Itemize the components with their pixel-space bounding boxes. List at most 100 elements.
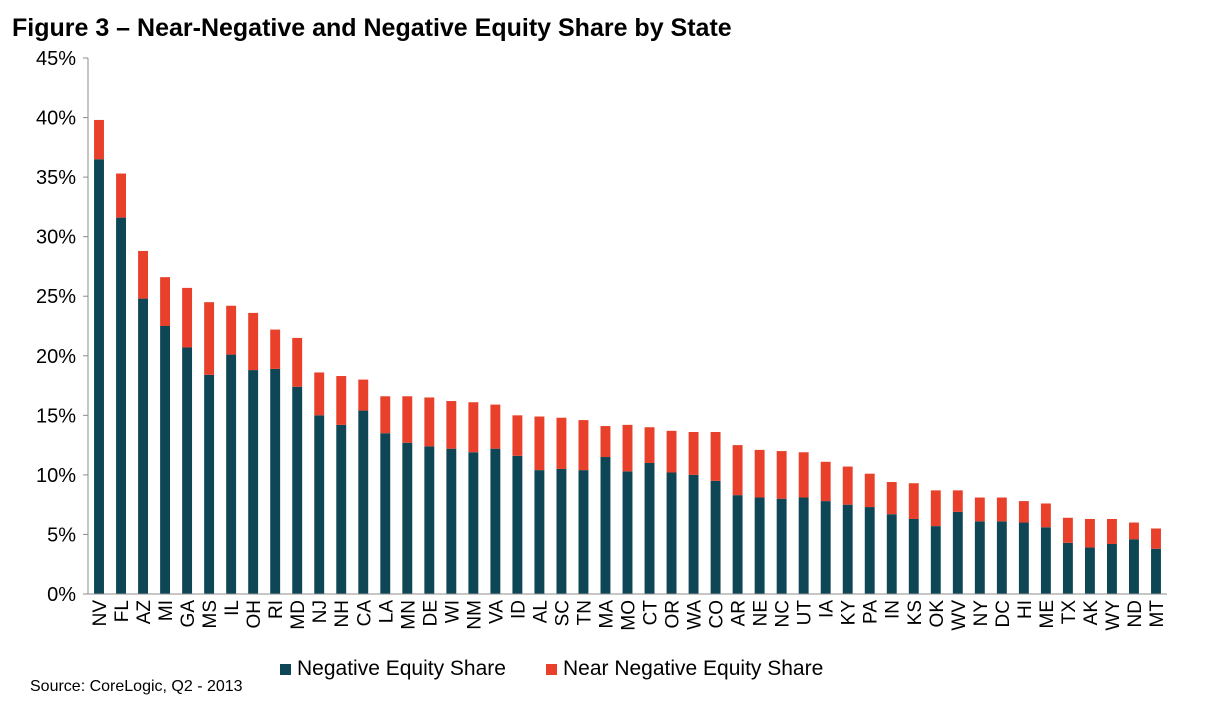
bar-near-negative-wy bbox=[1106, 518, 1117, 544]
legend-swatch-near-negative bbox=[545, 663, 557, 675]
x-tick-label-ma: MA bbox=[596, 600, 617, 629]
bar-negative-ny bbox=[974, 521, 985, 594]
bar-near-negative-ut bbox=[798, 452, 809, 498]
bars-group bbox=[94, 119, 1161, 595]
bar-near-negative-ia bbox=[820, 461, 831, 502]
bar-negative-me bbox=[1040, 527, 1051, 594]
bar-near-negative-mn bbox=[402, 396, 413, 443]
bar-near-negative-il bbox=[226, 305, 237, 355]
bar-near-negative-nc bbox=[776, 451, 787, 499]
bar-near-negative-sc bbox=[556, 417, 567, 469]
bar-negative-ok bbox=[930, 526, 941, 594]
bar-near-negative-ak bbox=[1084, 518, 1095, 548]
bar-negative-mn bbox=[402, 442, 413, 594]
y-tick-label: 15% bbox=[36, 405, 76, 427]
bar-negative-la bbox=[380, 433, 391, 594]
bar-negative-or bbox=[666, 472, 677, 594]
y-tick-label: 40% bbox=[36, 108, 76, 130]
bar-negative-ca bbox=[358, 410, 369, 594]
bar-near-negative-wa bbox=[688, 432, 699, 475]
bar-negative-fl bbox=[116, 217, 126, 595]
bar-negative-ia bbox=[820, 501, 831, 594]
bar-negative-wi bbox=[446, 448, 457, 594]
bar-negative-ak bbox=[1084, 547, 1095, 594]
bar-near-negative-hi bbox=[1018, 501, 1029, 523]
bar-near-negative-nj bbox=[314, 372, 325, 416]
bar-negative-nc bbox=[776, 498, 787, 594]
bar-negative-pa bbox=[864, 507, 875, 594]
bar-near-negative-mo bbox=[622, 424, 633, 472]
y-tick-label: 0% bbox=[47, 584, 76, 606]
bar-near-negative-ca bbox=[358, 379, 369, 411]
bar-near-negative-nd bbox=[1129, 522, 1139, 540]
bar-negative-nm bbox=[468, 452, 479, 594]
bar-negative-ne bbox=[754, 497, 765, 594]
x-tick-label-ut: UT bbox=[795, 600, 816, 626]
x-tick-label-ne: NE bbox=[751, 600, 772, 626]
source-note: Source: CoreLogic, Q2 - 2013 bbox=[30, 678, 243, 695]
bar-negative-ri bbox=[270, 368, 281, 594]
bar-negative-dc bbox=[996, 521, 1007, 594]
bar-negative-wy bbox=[1106, 543, 1117, 594]
y-tick-label: 25% bbox=[36, 286, 76, 308]
bar-near-negative-tx bbox=[1062, 517, 1073, 543]
bar-near-negative-oh bbox=[248, 312, 259, 371]
x-tick-label-co: CO bbox=[707, 600, 728, 629]
x-tick-label-ri: RI bbox=[266, 600, 287, 619]
bar-near-negative-nm bbox=[468, 402, 479, 453]
bar-near-negative-va bbox=[490, 404, 501, 449]
x-tick-label-il: IL bbox=[222, 600, 243, 616]
bar-near-negative-nv bbox=[94, 119, 104, 160]
legend: Negative Equity Share Near Negative Equi… bbox=[280, 657, 863, 681]
x-tick-label-ga: GA bbox=[178, 600, 199, 628]
bar-near-negative-ks bbox=[908, 483, 919, 519]
x-tick-label-oh: OH bbox=[244, 600, 265, 629]
bar-near-negative-ne bbox=[754, 449, 765, 498]
bar-near-negative-mt bbox=[1151, 528, 1161, 549]
x-tick-label-mo: MO bbox=[619, 600, 640, 631]
bar-negative-ut bbox=[798, 497, 809, 594]
bar-negative-mo bbox=[622, 471, 633, 594]
bar-negative-id bbox=[512, 455, 523, 594]
y-tick-label: 10% bbox=[36, 465, 76, 487]
bar-negative-ms bbox=[204, 374, 215, 594]
x-tick-label-ca: CA bbox=[354, 600, 375, 627]
bar-negative-sc bbox=[556, 468, 567, 594]
bar-near-negative-or bbox=[666, 430, 677, 473]
bar-near-negative-nh bbox=[336, 376, 347, 425]
x-tick-label-mi: MI bbox=[156, 600, 177, 621]
bar-near-negative-ct bbox=[644, 427, 655, 463]
x-tick-label-tx: TX bbox=[1059, 600, 1080, 625]
x-tick-label-id: ID bbox=[508, 600, 529, 619]
x-tick-label-mn: MN bbox=[398, 600, 419, 630]
bar-near-negative-wi bbox=[446, 401, 457, 449]
bar-negative-nv bbox=[94, 159, 104, 595]
x-tick-label-ct: CT bbox=[641, 600, 662, 626]
bar-negative-nj bbox=[314, 415, 325, 594]
x-tick-label-va: VA bbox=[486, 600, 507, 624]
y-tick-label: 20% bbox=[36, 346, 76, 368]
x-tick-label-md: MD bbox=[288, 600, 309, 630]
bar-negative-tx bbox=[1062, 542, 1073, 594]
bar-near-negative-wv bbox=[952, 490, 963, 512]
bar-negative-va bbox=[490, 448, 501, 594]
bar-near-negative-tn bbox=[578, 420, 589, 471]
bar-near-negative-id bbox=[512, 415, 523, 456]
bar-near-negative-ga bbox=[182, 287, 193, 348]
bar-near-negative-ok bbox=[930, 490, 941, 527]
x-tick-label-in: IN bbox=[883, 600, 904, 619]
x-tick-label-ak: AK bbox=[1081, 600, 1102, 626]
bar-near-negative-al bbox=[534, 416, 545, 471]
legend-label-negative: Negative Equity Share bbox=[297, 657, 506, 680]
legend-label-near-negative: Near Negative Equity Share bbox=[562, 657, 824, 680]
bar-negative-ky bbox=[842, 504, 853, 594]
x-tick-label-la: LA bbox=[376, 600, 397, 624]
bar-negative-wv bbox=[952, 511, 963, 594]
y-tick-label: 30% bbox=[36, 227, 76, 249]
bar-negative-nd bbox=[1129, 539, 1139, 594]
x-tick-label-nm: NM bbox=[464, 600, 485, 630]
bar-negative-mi bbox=[160, 326, 171, 594]
x-tick-label-me: ME bbox=[1037, 600, 1058, 629]
bar-near-negative-la bbox=[380, 396, 391, 434]
bar-near-negative-ny bbox=[974, 497, 985, 522]
